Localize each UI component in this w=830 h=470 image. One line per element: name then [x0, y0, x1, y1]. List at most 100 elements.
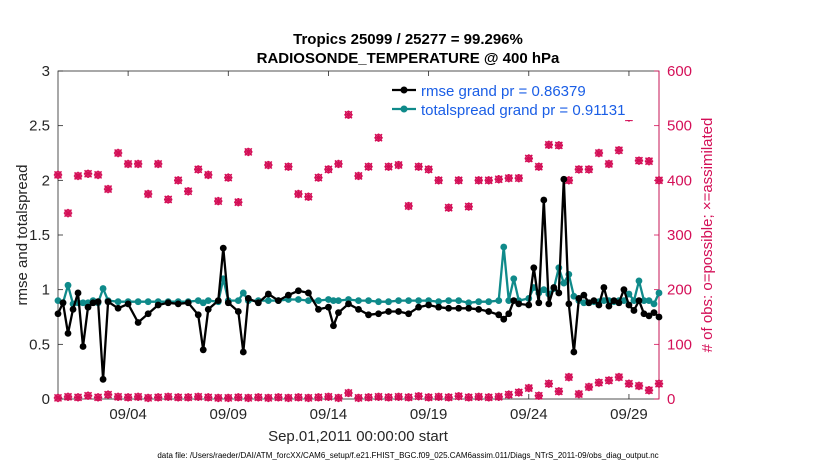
obs-zero-point-assimilated: [414, 392, 423, 401]
series-point-0: [315, 305, 322, 313]
chart-subtitle: RADIOSONDE_TEMPERATURE @ 400 hPa: [257, 50, 560, 67]
obs-zero-point-assimilated: [394, 392, 403, 402]
series-point-0: [134, 319, 142, 326]
y2-tick-label: 400: [667, 172, 692, 189]
obs-zero-point-assimilated: [73, 393, 83, 402]
y2-tick-label: 300: [667, 227, 692, 244]
obs-zero-point-assimilated: [384, 393, 393, 402]
obs-count-point-assimilated: [83, 169, 93, 178]
series-point-1: [435, 298, 443, 306]
series-point-1: [630, 297, 638, 304]
obs-count-point-assimilated: [634, 156, 644, 165]
y-axis-label: rmse and totalspread: [14, 165, 31, 306]
series-point-0: [224, 299, 232, 307]
x-tick-label: 09/29: [610, 406, 648, 423]
y-tick-label: 1.5: [29, 227, 50, 244]
obs-count-point-assimilated: [464, 202, 473, 211]
series-point-0: [405, 310, 412, 318]
obs-zero-point-assimilated: [474, 392, 483, 402]
obs-zero-point-assimilated: [143, 393, 153, 403]
obs-count-point-assimilated: [554, 141, 564, 150]
series-point-1: [355, 297, 362, 304]
obs-zero-point-assimilated: [334, 393, 343, 403]
obs-count-series: [53, 110, 664, 403]
y2-tick-label: 200: [667, 282, 692, 299]
chart-title: Tropics 25099 / 25277 = 99.296%: [293, 31, 523, 48]
series-point-0: [515, 300, 523, 308]
obs-zero-point-assimilated: [244, 393, 253, 403]
series-point-0: [94, 298, 102, 306]
x-axis: 09/04 09/09 09/14 09/19 09/24 09/29: [109, 71, 648, 423]
series-point-1: [560, 279, 568, 287]
series-point-1: [625, 290, 633, 298]
obs-count-point-assimilated: [504, 173, 513, 183]
series-point-1: [415, 297, 422, 304]
obs-zero-point-assimilated: [624, 379, 634, 388]
series-point-0: [345, 300, 352, 308]
data-file-note: data file: /Users/raeder/DAI/ATM_forcXX/…: [157, 451, 658, 460]
obs-count-point-assimilated: [143, 189, 153, 199]
obs-zero-point-assimilated: [544, 379, 554, 388]
series-point-0: [284, 291, 292, 299]
obs-count-point-assimilated: [404, 201, 413, 211]
series-point-0: [199, 346, 207, 354]
series-point-0: [630, 307, 638, 314]
x-tick-label: 09/04: [109, 406, 147, 423]
y2-tick-label: 600: [667, 63, 692, 80]
obs-zero-point-assimilated: [534, 391, 543, 400]
series-point-1: [99, 285, 107, 292]
series-point-0: [234, 308, 242, 315]
obs-count-point-assimilated: [494, 175, 503, 184]
series-point-0: [435, 303, 443, 311]
series-point-0: [99, 375, 107, 383]
series-point-0: [635, 297, 643, 304]
obs-zero-point-assimilated: [204, 393, 213, 402]
obs-zero-point-assimilated: [464, 393, 473, 402]
series-point-0: [535, 299, 543, 307]
series-point-0: [219, 244, 227, 252]
series-point-0: [550, 284, 558, 291]
obs-count-point-assimilated: [414, 162, 423, 171]
series-point-0: [204, 305, 212, 313]
series-point-0: [254, 299, 262, 307]
series-point-0: [590, 297, 598, 304]
obs-zero-point-assimilated: [123, 393, 133, 402]
obs-count-point-assimilated: [384, 162, 393, 171]
series-point-1: [640, 297, 648, 304]
obs-count-point-assimilated: [174, 176, 183, 185]
series-point-1: [650, 300, 658, 308]
obs-zero-point-assimilated: [354, 393, 363, 403]
obs-zero-point-assimilated: [254, 393, 263, 402]
obs-zero-point-assimilated: [634, 381, 644, 391]
obs-zero-point-assimilated: [83, 391, 93, 400]
series-point-0: [194, 311, 202, 319]
obs-count-point-assimilated: [434, 176, 443, 185]
obs-zero-point-assimilated: [174, 393, 183, 402]
series-point-0: [325, 303, 332, 311]
obs-count-point-assimilated: [284, 162, 293, 171]
obs-count-point-assimilated: [544, 140, 554, 149]
series-point-0: [375, 310, 382, 318]
series-point-1: [375, 298, 382, 306]
series-point-0: [164, 299, 172, 307]
obs-count-point-assimilated: [73, 171, 83, 181]
series-point-0: [485, 308, 493, 315]
obs-count-point-assimilated: [123, 159, 133, 169]
x-tick-label: 09/24: [510, 406, 548, 423]
obs-count-point-assimilated: [444, 203, 453, 212]
obs-count-point-assimilated: [163, 195, 173, 204]
y-axis-left: 0 0.5 1 1.5 2 2.5 3: [29, 63, 63, 408]
y-tick-label: 0.5: [29, 336, 50, 353]
series-point-0: [385, 308, 392, 315]
series-point-0: [510, 297, 518, 304]
y-tick-label: 3: [42, 63, 50, 80]
obs-zero-point-assimilated: [654, 379, 664, 388]
series-point-1: [315, 297, 322, 304]
series-point-0: [274, 297, 282, 304]
series-point-0: [580, 291, 588, 299]
obs-zero-point-assimilated: [504, 390, 513, 399]
obs-zero-point-assimilated: [163, 392, 173, 402]
series-point-0: [455, 304, 463, 312]
series-point-0: [655, 313, 663, 321]
series-point-0: [615, 299, 623, 307]
